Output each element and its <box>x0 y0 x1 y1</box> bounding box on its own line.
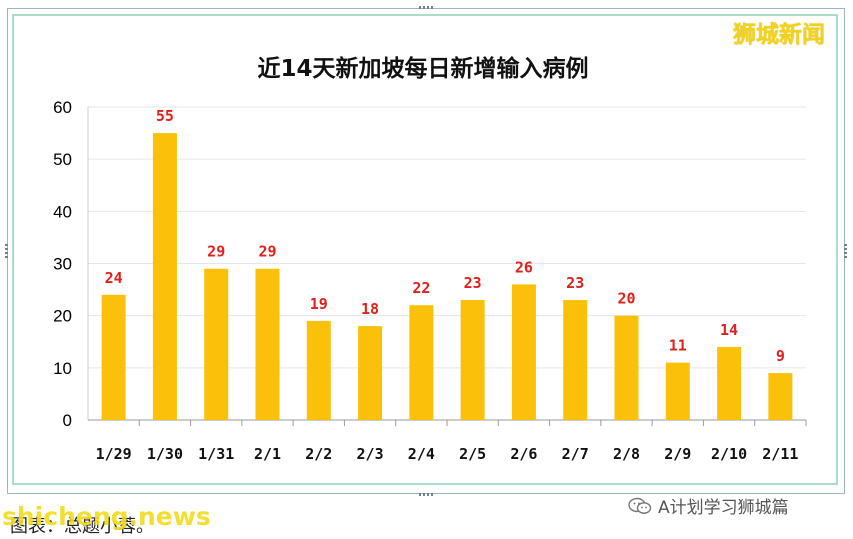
bar-value-label: 29 <box>207 243 225 261</box>
bar-value-label: 24 <box>105 269 123 287</box>
x-tick-label: 2/10 <box>711 445 747 463</box>
x-tick-label: 2/5 <box>459 445 486 463</box>
bar-1-29 <box>101 294 126 420</box>
x-tick-label: 2/7 <box>562 445 589 463</box>
wechat-icon <box>628 497 652 515</box>
y-tick-label: 50 <box>53 150 72 169</box>
x-tick-label: 2/6 <box>510 445 537 463</box>
x-tick-label: 1/29 <box>96 445 132 463</box>
y-tick-label: 20 <box>53 307 72 326</box>
x-tick-label: 2/11 <box>762 445 798 463</box>
bar-value-label: 9 <box>776 347 785 365</box>
x-tick-label: 2/1 <box>254 445 281 463</box>
bar-2-2 <box>306 320 331 420</box>
bar-value-label: 29 <box>258 243 276 261</box>
resize-handle-left[interactable] <box>5 244 8 258</box>
resize-handle-bottom[interactable] <box>419 493 433 496</box>
brand-logo-text: 狮城新闻 <box>733 22 825 48</box>
bar-value-label: 23 <box>566 274 584 292</box>
bar-value-label: 22 <box>412 279 430 297</box>
image-caption: 图表：总题小蓉。 <box>10 516 154 537</box>
x-tick-label: 2/4 <box>408 445 435 463</box>
bar-value-label: 11 <box>669 337 687 355</box>
bar-2-10 <box>717 346 742 420</box>
bar-value-label: 55 <box>156 107 174 125</box>
bar-2-11 <box>768 373 793 420</box>
bar-2-4 <box>409 305 434 420</box>
bar-2-8 <box>614 315 639 420</box>
bar-2-3 <box>358 326 383 420</box>
bar-value-label: 20 <box>617 290 635 308</box>
x-tick-label: 2/9 <box>664 445 691 463</box>
bar-value-label: 14 <box>720 321 738 339</box>
y-tick-label: 40 <box>53 202 72 221</box>
bar-value-label: 26 <box>515 258 533 276</box>
bar-2-7 <box>563 300 588 420</box>
wechat-account: A计划学习狮城篇 <box>628 493 789 518</box>
y-tick-label: 0 <box>63 411 72 430</box>
x-tick-label: 2/3 <box>357 445 384 463</box>
x-tick-label: 2/2 <box>305 445 332 463</box>
bar-2-6 <box>511 284 536 420</box>
y-tick-label: 30 <box>53 255 72 274</box>
resize-handle-top[interactable] <box>419 6 433 9</box>
wechat-account-name: A计划学习狮城篇 <box>658 498 789 518</box>
x-tick-label: 1/30 <box>147 445 183 463</box>
chart-title: 近14天新加坡每日新增输入病例 <box>257 55 588 82</box>
bar-2-9 <box>665 362 690 420</box>
y-tick-label: 60 <box>53 98 72 117</box>
bar-value-label: 23 <box>464 274 482 292</box>
x-tick-label: 1/31 <box>198 445 234 463</box>
bar-1-30 <box>152 133 177 421</box>
bar-2-1 <box>255 268 280 420</box>
bar-2-5 <box>460 300 485 420</box>
x-tick-label: 2/8 <box>613 445 640 463</box>
resize-handle-right[interactable] <box>844 244 847 258</box>
y-tick-label: 10 <box>53 359 72 378</box>
site-watermark: shicheng.news <box>2 502 211 531</box>
bar-value-label: 19 <box>310 295 328 313</box>
bar-value-label: 18 <box>361 300 379 318</box>
bar-1-31 <box>204 268 229 420</box>
